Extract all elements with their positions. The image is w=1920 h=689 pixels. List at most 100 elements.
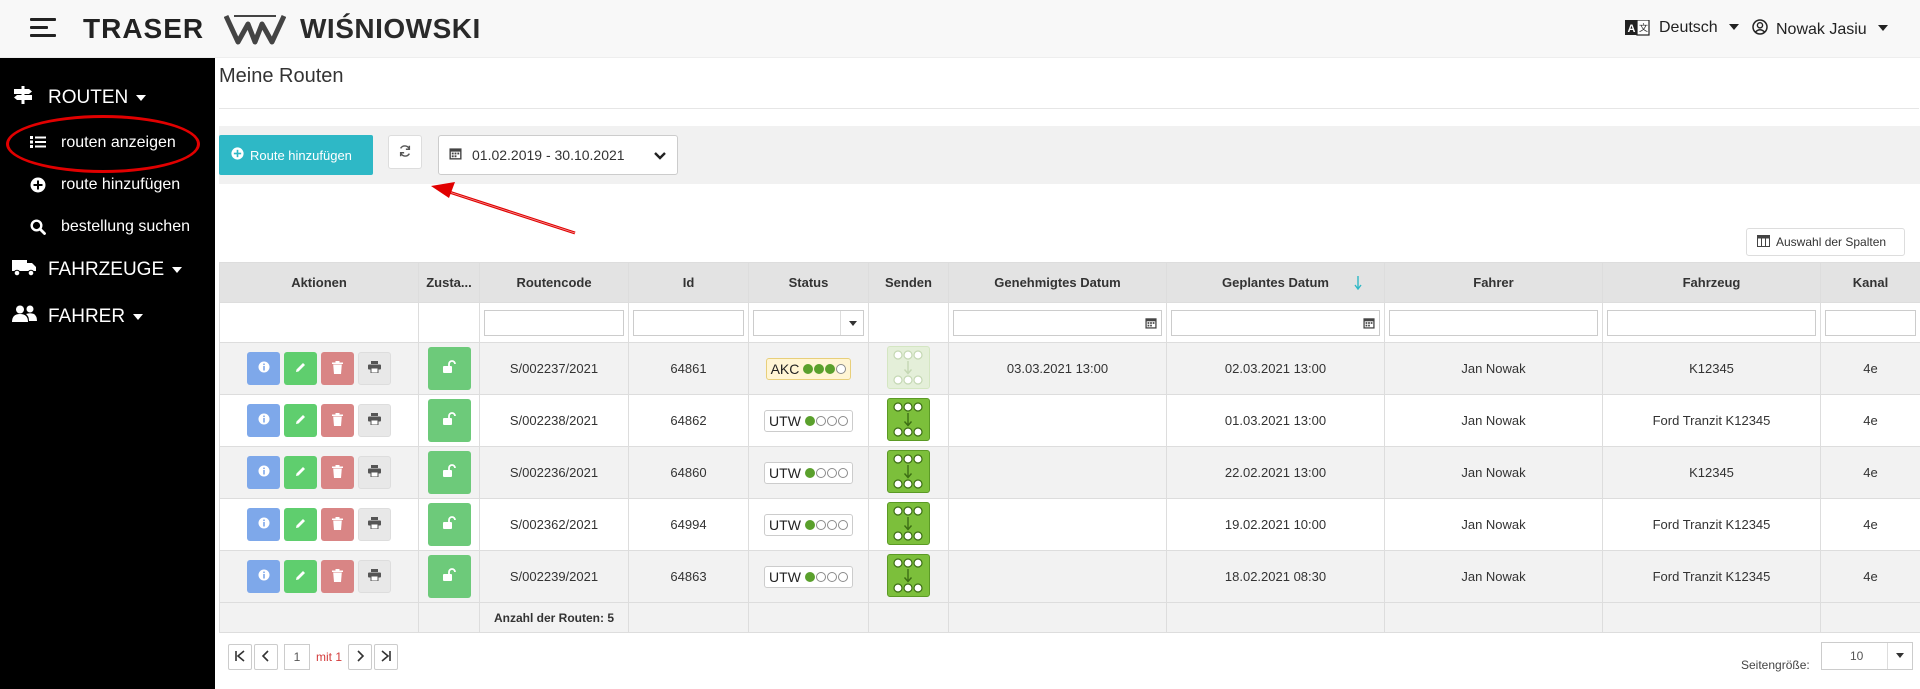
sidebar-group-fahrzeuge[interactable]: FAHRZEUGE xyxy=(0,252,215,288)
column-header[interactable]: Fahrzeug xyxy=(1602,262,1821,303)
brand-traser: TRASER xyxy=(83,13,205,44)
route-code: S/002237/2021 xyxy=(479,342,629,395)
print-button[interactable] xyxy=(358,456,391,489)
status-step-dot xyxy=(804,519,815,530)
filter-status-select[interactable] xyxy=(753,309,864,336)
calendar-icon[interactable] xyxy=(1145,317,1157,332)
edit-button[interactable] xyxy=(284,508,317,541)
info-button[interactable] xyxy=(247,560,280,593)
filter-driver-input[interactable] xyxy=(1389,309,1598,336)
sidebar-item-label: bestellung suchen xyxy=(61,218,190,235)
print-button[interactable] xyxy=(358,508,391,541)
unlock-button[interactable] xyxy=(427,503,471,546)
status-label: UTW xyxy=(769,568,801,585)
info-button[interactable] xyxy=(247,352,280,385)
language-selector[interactable]: A 文 Deutsch xyxy=(1625,19,1739,37)
send-button[interactable] xyxy=(887,450,930,493)
svg-text:文: 文 xyxy=(1639,22,1648,34)
user-menu[interactable]: Nowak Jasiu xyxy=(1752,19,1888,40)
table-row[interactable]: S/002238/2021 64862 UTW 01.03.2021 13:00 Jan… xyxy=(219,394,1920,447)
columns-selector-button[interactable]: Auswahl der Spalten xyxy=(1746,228,1905,256)
date-range-picker[interactable]: 01.02.2019 - 30.10.2021 xyxy=(438,135,678,175)
filter-planned-date-input[interactable] xyxy=(1171,309,1380,336)
column-header[interactable]: Fahrer xyxy=(1384,262,1603,303)
delete-button[interactable] xyxy=(321,352,354,385)
unlock-button[interactable] xyxy=(427,451,471,494)
svg-text:A: A xyxy=(1628,23,1636,35)
send-button[interactable] xyxy=(887,346,930,389)
info-button[interactable] xyxy=(247,404,280,437)
column-header[interactable]: Id xyxy=(628,262,749,303)
send-button[interactable] xyxy=(887,554,930,597)
edit-button[interactable] xyxy=(284,352,317,385)
table-row[interactable]: S/002237/2021 64861 AKC 03.03.2021 13:00 02.… xyxy=(219,342,1920,395)
column-header[interactable]: Status xyxy=(748,262,869,303)
chevron-right-icon xyxy=(354,649,366,665)
add-route-button[interactable]: Route hinzufügen xyxy=(219,135,373,175)
info-button[interactable] xyxy=(247,456,280,489)
first-page-button[interactable] xyxy=(228,644,252,670)
trash-icon xyxy=(332,516,343,533)
last-page-button[interactable] xyxy=(374,644,399,670)
table-row[interactable]: S/002236/2021 64860 UTW 22.02.2021 13:00 Jan… xyxy=(219,446,1920,499)
unlock-button[interactable] xyxy=(427,399,471,442)
last-page-icon xyxy=(380,649,392,665)
table-body: S/002237/2021 64861 AKC 03.03.2021 13:00 02.… xyxy=(219,342,1920,633)
table-row[interactable]: S/002239/2021 64863 UTW 18.02.2021 08:30 Jan… xyxy=(219,550,1920,603)
refresh-button[interactable] xyxy=(388,135,422,169)
column-header-sorted[interactable]: Geplantes Datum xyxy=(1166,262,1385,303)
sidebar-group-fahrer[interactable]: FAHRER xyxy=(0,299,215,335)
column-header[interactable]: Zusta... xyxy=(418,262,480,303)
filter-approved-date-input[interactable] xyxy=(953,309,1162,336)
planned-date: 01.03.2021 13:00 xyxy=(1166,394,1385,447)
hamburger-menu-icon[interactable] xyxy=(30,15,56,41)
delete-button[interactable] xyxy=(321,404,354,437)
edit-button[interactable] xyxy=(284,560,317,593)
calendar-icon[interactable] xyxy=(1363,317,1375,332)
printer-icon xyxy=(368,361,381,376)
column-header[interactable]: Aktionen xyxy=(219,262,419,303)
send-button[interactable] xyxy=(887,398,930,441)
annotation-highlight-oval xyxy=(6,115,200,173)
delete-button[interactable] xyxy=(321,508,354,541)
info-button[interactable] xyxy=(247,508,280,541)
prev-page-button[interactable] xyxy=(254,644,278,670)
filter-channel-input[interactable] xyxy=(1825,309,1916,336)
edit-button[interactable] xyxy=(284,404,317,437)
filter-row xyxy=(219,302,1920,343)
table-row[interactable]: S/002362/2021 64994 UTW 19.02.2021 10:00 Jan… xyxy=(219,498,1920,551)
driver-name: Jan Nowak xyxy=(1384,446,1603,499)
filter-id-input[interactable] xyxy=(633,309,744,336)
print-button[interactable] xyxy=(358,560,391,593)
send-button[interactable] xyxy=(887,502,930,545)
status-progress xyxy=(804,467,848,478)
user-circle-icon xyxy=(1752,19,1768,40)
filter-vehicle-input[interactable] xyxy=(1607,309,1816,336)
filter-routencode-input[interactable] xyxy=(484,309,624,336)
column-header[interactable]: Genehmigtes Datum xyxy=(948,262,1167,303)
translate-icon: A 文 xyxy=(1625,20,1651,36)
unlock-button[interactable] xyxy=(427,347,471,390)
next-page-button[interactable] xyxy=(348,644,373,670)
top-bar: TRASER WIŚNIOWSKI A 文 Deutsch Nowak xyxy=(0,0,1920,58)
sidebar-item-bestellung-suchen[interactable]: bestellung suchen xyxy=(0,209,215,245)
unlock-button[interactable] xyxy=(427,555,471,598)
page-size-select[interactable]: 10 xyxy=(1821,642,1913,670)
delete-button[interactable] xyxy=(321,456,354,489)
print-button[interactable] xyxy=(358,352,391,385)
sidebar-item-route-hinzufuegen[interactable]: route hinzufügen xyxy=(0,167,215,203)
column-header[interactable]: Senden xyxy=(868,262,949,303)
status-step-dot xyxy=(815,415,826,426)
status-step-dot xyxy=(814,363,825,374)
send-status-icon xyxy=(888,506,929,547)
column-header[interactable]: Routencode xyxy=(479,262,629,303)
delete-button[interactable] xyxy=(321,560,354,593)
edit-button[interactable] xyxy=(284,456,317,489)
sidebar-group-routen[interactable]: ROUTEN xyxy=(0,80,215,116)
column-header[interactable]: Kanal xyxy=(1820,262,1920,303)
print-button[interactable] xyxy=(358,404,391,437)
page-number-input[interactable]: 1 xyxy=(284,644,310,670)
status-badge: UTW xyxy=(764,513,853,536)
driver-name: Jan Nowak xyxy=(1384,342,1603,395)
status-step-dot xyxy=(826,571,837,582)
